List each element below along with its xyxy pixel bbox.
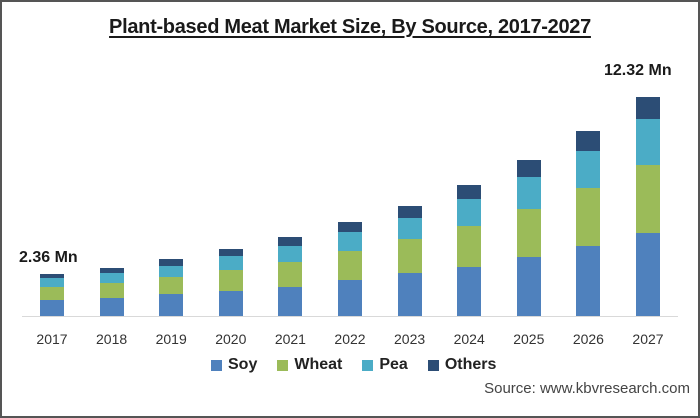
bar-segment-soy-2025 [516,256,541,316]
x-tick-label-2023: 2023 [394,331,426,347]
bar-segment-others-2019 [159,258,184,266]
bar-segment-pea-2026 [576,151,601,188]
bar-segment-wheat-2023 [397,239,422,273]
bar-segment-others-2021 [278,236,303,246]
bar-segment-pea-2019 [159,265,184,277]
x-tick-label-2024: 2024 [453,331,485,347]
legend-item-pea: Pea [362,356,408,374]
bar-segment-wheat-2025 [516,208,541,257]
bar-2017 [40,274,64,316]
bar-segment-others-2025 [516,159,541,177]
bar-segment-wheat-2019 [159,276,184,294]
bar-segment-wheat-2022 [338,250,362,280]
x-axis-line [22,316,678,317]
bar-segment-soy-2026 [576,245,601,316]
x-tick-label-2025: 2025 [513,331,545,347]
bar-segment-pea-2025 [516,176,541,209]
bar-2027 [636,97,660,316]
x-tick-label-2018: 2018 [96,331,128,347]
bar-segment-pea-2024 [457,198,482,226]
bar-segment-pea-2021 [278,245,303,262]
bar-segment-others-2020 [218,248,243,256]
legend-swatch-wheat [277,359,289,371]
bar-segment-others-2023 [397,205,422,219]
bar-segment-wheat-2020 [218,269,243,291]
bar-2025 [516,159,541,316]
x-tick-label-2027: 2027 [632,331,664,347]
bar-segment-wheat-2024 [457,225,482,267]
bar-segment-others-2017 [40,274,64,279]
chart-title: Plant-based Meat Market Size, By Source,… [109,16,591,38]
legend-label-wheat: Wheat [294,356,343,373]
bar-2020 [218,248,243,316]
bar-segment-soy-2022 [338,279,362,316]
bar-segment-soy-2024 [457,266,482,316]
bar-segment-wheat-2017 [40,287,64,300]
bar-segment-soy-2023 [397,272,422,316]
x-tick-label-2026: 2026 [572,331,604,347]
bar-segment-others-2018 [99,268,124,274]
bar-segment-soy-2018 [99,298,124,316]
legend-item-wheat: Wheat [277,356,342,374]
bar-2022 [338,221,362,316]
bar-2024 [457,184,482,316]
legend-item-soy: Soy [211,356,257,374]
bar-segment-soy-2020 [218,290,243,316]
bar-2018 [99,268,124,316]
x-tick-label-2022: 2022 [334,331,366,347]
bar-segment-soy-2027 [636,233,660,316]
x-tick-label-2019: 2019 [155,331,187,347]
legend-swatch-others [427,359,439,371]
x-tick-label-2017: 2017 [36,331,68,347]
source-note: Source: www.kbvresearch.com [484,380,690,397]
bar-segment-wheat-2018 [99,283,124,299]
bar-segment-others-2026 [576,130,601,152]
bar-2019 [159,258,184,316]
x-tick-label-2021: 2021 [274,331,306,347]
bar-segment-wheat-2021 [278,261,303,287]
legend-swatch-soy [211,359,222,371]
data-label-2027: 12.32 Mn [604,62,672,79]
bar-segment-soy-2021 [278,287,303,316]
bar-segment-pea-2018 [99,273,124,284]
bar-segment-soy-2019 [159,293,184,316]
legend-item-others: Others [427,356,497,374]
bar-segment-others-2027 [636,97,660,120]
legend: Soy Wheat Pea Others [211,356,516,374]
bar-segment-others-2022 [338,221,362,232]
bar-segment-wheat-2027 [636,165,660,234]
legend-label-soy: Soy [228,356,258,373]
bar-segment-pea-2022 [338,231,362,251]
legend-label-pea: Pea [379,356,408,373]
bar-segment-pea-2023 [397,218,422,239]
bar-segment-wheat-2026 [576,187,601,246]
bar-2021 [278,236,303,316]
bar-segment-pea-2017 [40,278,64,288]
legend-label-others: Others [444,356,497,373]
bar-2026 [576,130,601,316]
bar-segment-pea-2020 [218,255,243,270]
bar-segment-pea-2027 [636,119,660,166]
x-tick-label-2020: 2020 [215,331,247,347]
data-label-2017: 2.36 Mn [19,249,78,266]
legend-swatch-pea [362,359,374,371]
bar-2023 [397,205,422,316]
bar-segment-others-2024 [457,184,482,199]
bar-segment-soy-2017 [40,299,64,316]
